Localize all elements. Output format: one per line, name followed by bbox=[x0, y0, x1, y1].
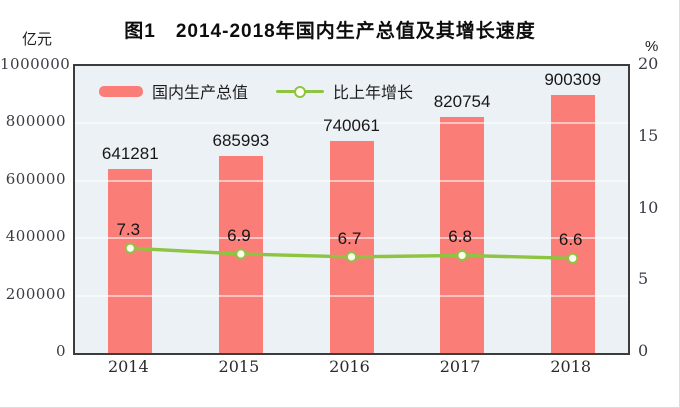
growth-value-label: 6.8 bbox=[448, 227, 472, 247]
growth-value-label: 7.3 bbox=[116, 220, 141, 240]
gridlines-layer bbox=[75, 66, 628, 353]
right-axis-tick: 20 bbox=[638, 54, 659, 73]
gridline bbox=[75, 179, 628, 182]
left-axis-tick: 800000 bbox=[5, 112, 66, 131]
growth-line-marker bbox=[567, 252, 579, 264]
plot-area: 641281 685993 740061 820754 900309 7.3 6.9 6.7 6… bbox=[73, 64, 630, 355]
year-label: 2016 bbox=[329, 357, 370, 376]
growth-value-label: 6.7 bbox=[337, 228, 362, 248]
left-axis-tick: 0 bbox=[55, 342, 66, 360]
left-axis-tick: 400000 bbox=[5, 227, 66, 246]
growth-line-marker bbox=[124, 242, 136, 254]
bar-series-legend-label: 国内生产总值 bbox=[152, 85, 249, 102]
data-labels-layer: 641281 685993 740061 820754 900309 7.3 6.9 6.7 6… bbox=[75, 66, 628, 353]
bar-value-label: 641281 bbox=[101, 143, 159, 163]
gdp-bar bbox=[550, 94, 595, 353]
growth-line-marker bbox=[456, 249, 468, 262]
growth-value-label: 6.9 bbox=[227, 225, 251, 245]
bar-value-label: 685993 bbox=[212, 131, 270, 151]
bar-value-label: 900309 bbox=[544, 69, 602, 89]
gdp-bar bbox=[440, 117, 485, 353]
growth-line-marker bbox=[345, 251, 358, 263]
year-label: 2018 bbox=[550, 357, 592, 376]
chart-title: 图1 2014-2018年国内生产总值及其增长速度 bbox=[124, 21, 536, 42]
right-axis-tick: 15 bbox=[638, 125, 659, 145]
growth-value-label: 6.6 bbox=[558, 230, 583, 250]
gridline bbox=[75, 294, 628, 297]
year-label: 2014 bbox=[107, 357, 149, 376]
left-axis-unit-label: 亿元 bbox=[22, 31, 53, 48]
right-axis-unit-label: % bbox=[645, 38, 659, 55]
growth-line-layer bbox=[124, 242, 579, 264]
left-axis-tick: 600000 bbox=[5, 169, 66, 188]
line-series-marker-icon bbox=[276, 85, 325, 98]
left-axis-tick: 1000000 bbox=[0, 55, 71, 73]
growth-line-marker bbox=[235, 248, 247, 260]
legend: 国内生产总值 比上年增长 bbox=[99, 79, 413, 103]
year-label: 2017 bbox=[439, 357, 481, 376]
right-axis-tick: 5 bbox=[638, 269, 649, 289]
line-glyph-dot bbox=[294, 85, 307, 98]
bar-value-label: 740061 bbox=[323, 115, 380, 135]
gridline bbox=[75, 122, 628, 125]
gdp-bar bbox=[108, 168, 153, 353]
year-label: 2015 bbox=[218, 357, 260, 376]
left-axis-tick: 200000 bbox=[5, 284, 66, 303]
gdp-bar bbox=[329, 140, 374, 353]
line-series-legend-label: 比上年增长 bbox=[333, 85, 414, 102]
bar-value-label: 820754 bbox=[433, 92, 491, 112]
right-axis-tick: 10 bbox=[638, 197, 659, 217]
bar-series-swatch-icon bbox=[99, 85, 143, 97]
gridline bbox=[75, 237, 628, 240]
right-axis-tick: 0 bbox=[638, 341, 649, 360]
